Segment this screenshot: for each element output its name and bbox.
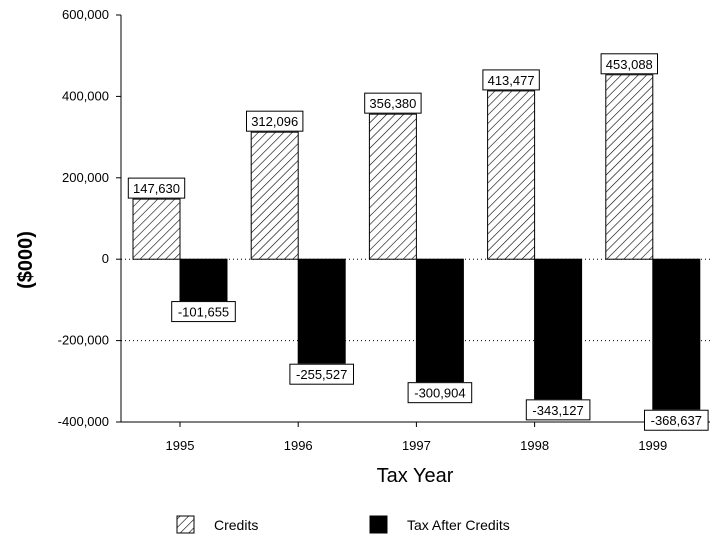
tax-after-credits-bar bbox=[415, 258, 464, 383]
y-axis-title: ($000) bbox=[15, 231, 37, 289]
credits-bar bbox=[368, 113, 417, 260]
data-label-box bbox=[246, 110, 304, 132]
tax-after-credits-bar bbox=[534, 258, 583, 400]
data-label-text: -101,655 bbox=[178, 305, 229, 320]
credits-bar bbox=[132, 198, 181, 260]
data-label-text: 147,630 bbox=[133, 181, 180, 196]
tax-after-credits-data-label: -255,527 bbox=[289, 363, 354, 385]
data-label-text: -343,127 bbox=[532, 403, 583, 418]
tax-after-credits-bar bbox=[297, 258, 346, 364]
legend-swatch bbox=[369, 515, 388, 534]
x-axis-title: Tax Year bbox=[377, 465, 454, 487]
data-label-box bbox=[600, 53, 658, 75]
credits-data-label: 453,088 bbox=[600, 53, 658, 75]
y-tick-label: -400,000 bbox=[58, 414, 109, 429]
credits-data-label: 147,630 bbox=[127, 177, 186, 199]
tax-after-credits-data-label: -368,637 bbox=[644, 409, 709, 431]
credits-data-label: 356,380 bbox=[364, 92, 422, 114]
credits-bar bbox=[487, 90, 536, 260]
data-label-text: 356,380 bbox=[369, 96, 416, 111]
data-label-box bbox=[364, 92, 422, 114]
credits-bar bbox=[605, 74, 654, 260]
data-label-box bbox=[171, 301, 236, 323]
x-tick-label: 1999 bbox=[638, 438, 667, 453]
credits-bar bbox=[250, 131, 299, 260]
data-label-box bbox=[407, 382, 473, 404]
tax-after-credits-bar bbox=[179, 258, 228, 302]
tax-after-credits-bar bbox=[652, 258, 701, 410]
legend-label: Credits bbox=[214, 517, 258, 533]
data-label-text: -300,904 bbox=[414, 386, 465, 401]
legend-tax-after-credits: Tax After Credits bbox=[369, 515, 510, 534]
y-tick-label: 200,000 bbox=[62, 170, 109, 185]
legend: Credits Tax After Credits bbox=[176, 515, 510, 534]
legend-credits: Credits bbox=[176, 515, 258, 534]
x-axis: 1995 1996 1997 1998 1999 bbox=[121, 421, 710, 453]
x-tick-label: 1996 bbox=[284, 438, 313, 453]
data-label-text: 413,477 bbox=[488, 73, 535, 88]
data-label-text: 312,096 bbox=[251, 114, 298, 129]
credits-data-label: 413,477 bbox=[482, 69, 540, 91]
y-tick-label: -200,000 bbox=[58, 333, 109, 348]
data-label-box bbox=[289, 363, 354, 385]
data-label-box bbox=[127, 177, 186, 199]
data-label-text: 453,088 bbox=[606, 57, 653, 72]
tax-after-credits-data-label: -343,127 bbox=[525, 399, 591, 421]
data-label-box bbox=[644, 409, 709, 431]
legend-label: Tax After Credits bbox=[407, 517, 510, 533]
data-labels: 147,630 -101,655 312,096 -255,527 356,380 -30… bbox=[127, 53, 709, 431]
data-label-box bbox=[482, 69, 540, 91]
tax-after-credits-data-label: -101,655 bbox=[171, 301, 236, 323]
x-tick-label: 1997 bbox=[402, 438, 431, 453]
y-tick-label: 600,000 bbox=[62, 7, 109, 22]
legend-swatch bbox=[176, 515, 195, 534]
y-tick-label: 400,000 bbox=[62, 88, 109, 103]
data-label-text: -255,527 bbox=[296, 367, 347, 382]
y-tick-label: 0 bbox=[102, 251, 109, 266]
x-tick-label: 1998 bbox=[520, 438, 549, 453]
credits-data-label: 312,096 bbox=[246, 110, 304, 132]
y-axis: 600,000 400,000 200,000 0 -200,000 -400,000 bbox=[58, 7, 122, 429]
tax-after-credits-data-label: -300,904 bbox=[407, 382, 473, 404]
x-tick-label: 1995 bbox=[166, 438, 195, 453]
bars bbox=[132, 74, 701, 410]
data-label-box bbox=[525, 399, 591, 421]
data-label-text: -368,637 bbox=[651, 413, 702, 428]
